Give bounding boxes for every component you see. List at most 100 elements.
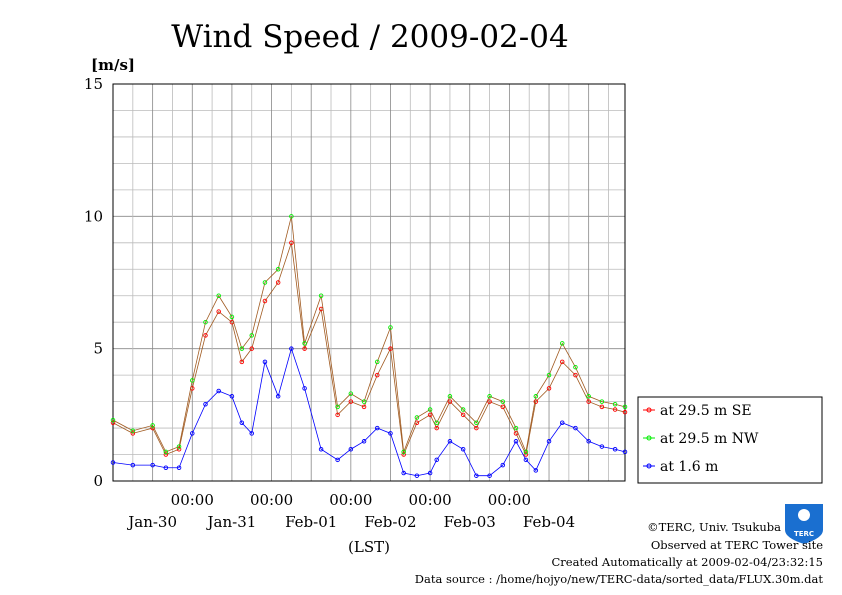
series-point <box>622 404 628 410</box>
series-point <box>612 401 618 407</box>
legend-label: at 1.6 m <box>660 459 718 475</box>
series-2 <box>110 346 628 478</box>
x-date-tick-label: Feb-01 <box>285 513 337 531</box>
series-point <box>434 457 439 463</box>
series-point <box>533 399 539 404</box>
series-point <box>559 341 565 346</box>
series-point <box>110 460 116 465</box>
y-tick-label: 15 <box>84 75 103 93</box>
series-point <box>573 364 578 370</box>
series-point <box>388 346 393 351</box>
x-time-tick-label: 00:00 <box>171 491 214 509</box>
series-point <box>239 420 245 426</box>
series-point <box>216 388 221 394</box>
series-point <box>289 346 294 351</box>
series-point <box>176 446 182 452</box>
terc-logo: TERC <box>785 504 823 544</box>
series-point <box>318 446 324 452</box>
x-date-tick-label: Feb-02 <box>364 513 416 531</box>
series-point <box>375 359 380 365</box>
series-point <box>546 372 552 378</box>
x-date-tick-label: Feb-03 <box>444 513 496 531</box>
logo-text: TERC <box>794 530 814 538</box>
series-layer <box>110 214 628 478</box>
series-point <box>500 404 506 410</box>
data-source-text: Data source : /home/hojyo/new/TERC-data/… <box>415 572 824 586</box>
series-point <box>203 319 208 325</box>
series-point <box>361 404 367 410</box>
series-point <box>289 240 294 246</box>
series-point <box>513 425 519 431</box>
legend: at 29.5 m SE at 29.5 m NW at 1.6 m <box>637 396 823 484</box>
series-point <box>361 439 367 444</box>
plot-area-frame <box>112 83 626 482</box>
series-point <box>427 412 433 418</box>
series-point <box>163 465 169 471</box>
x-date-tick-label: Jan-31 <box>206 513 257 531</box>
series-point <box>150 462 155 468</box>
series-point <box>335 457 340 463</box>
y-axis-label: [m/s] <box>91 56 135 74</box>
series-point <box>401 470 406 476</box>
series-point <box>110 420 116 426</box>
series-point <box>427 470 433 476</box>
series-point <box>500 399 506 404</box>
series-line <box>112 347 626 477</box>
series-point <box>559 420 565 426</box>
series-point <box>427 407 433 412</box>
series-point <box>130 462 136 468</box>
series-point <box>239 346 245 351</box>
x-time-tick-label: 00:00 <box>329 491 372 509</box>
series-point <box>302 341 307 346</box>
series-point <box>586 399 591 404</box>
series-point <box>474 420 479 426</box>
created-text: Created Automatically at 2009-02-04/23:3… <box>552 555 824 569</box>
legend-marker <box>646 463 652 469</box>
series-point <box>533 394 539 399</box>
series-point <box>546 386 552 391</box>
series-point <box>414 415 420 420</box>
series-point <box>302 386 307 391</box>
series-point <box>176 465 182 471</box>
series-point <box>599 399 605 404</box>
series-point <box>573 425 578 431</box>
x-time-tick-label: 00:00 <box>408 491 451 509</box>
series-point <box>447 439 453 444</box>
series-point <box>599 444 605 449</box>
series-point <box>612 446 618 452</box>
series-point <box>262 298 268 304</box>
series-point <box>249 431 254 436</box>
series-point <box>239 359 245 365</box>
series-point <box>523 457 529 463</box>
legend-label: at 29.5 m NW <box>660 431 759 447</box>
series-point <box>289 214 294 219</box>
legend-box <box>637 396 823 484</box>
series-point <box>559 359 565 365</box>
x-date-tick-label: Jan-30 <box>126 513 177 531</box>
series-point <box>599 404 605 410</box>
series-point <box>447 394 453 399</box>
series-point <box>190 378 195 383</box>
legend-marker <box>646 407 652 413</box>
series-point <box>275 280 281 285</box>
legend-marker <box>646 435 652 441</box>
copyright-text: ©TERC, Univ. Tsukuba <box>647 520 781 534</box>
series-point <box>500 462 506 468</box>
x-time-tick-label: 00:00 <box>488 491 531 509</box>
series-point <box>474 425 479 431</box>
y-tick-label: 10 <box>84 207 103 225</box>
y-axis-ticks: 0 5 10 15 <box>84 75 103 490</box>
series-point <box>612 407 618 412</box>
series-point <box>460 407 466 412</box>
series-point <box>375 372 380 378</box>
series-point <box>487 394 492 399</box>
series-point <box>622 449 628 455</box>
series-point <box>375 425 380 431</box>
series-point <box>523 449 529 455</box>
series-point <box>150 423 155 428</box>
series-point <box>622 409 628 415</box>
series-point <box>216 309 221 314</box>
series-point <box>249 333 254 338</box>
series-0 <box>110 240 628 457</box>
